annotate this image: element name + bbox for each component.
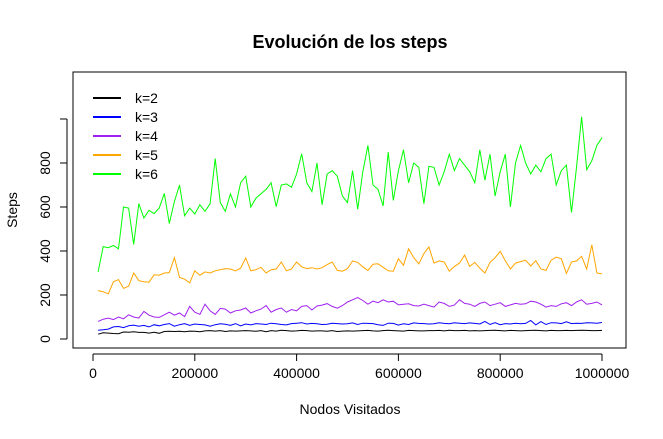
series-line-k3 <box>98 319 603 331</box>
y-axis-ticks: 0 200 400 600 800 <box>37 118 67 343</box>
y-tick-label: 600 <box>37 195 53 219</box>
x-tick-label: 1000000 <box>575 365 630 381</box>
y-tick-label: 400 <box>37 239 53 263</box>
legend-label: k=3 <box>135 109 158 125</box>
x-axis-ticks: 0 200000 400000 600000 800000 1000000 <box>89 354 629 381</box>
x-tick-label: 400000 <box>273 365 320 381</box>
legend-label: k=2 <box>135 90 158 106</box>
chart-title: Evolución de los steps <box>252 32 447 52</box>
series-line-k2 <box>97 329 603 335</box>
legend-label: k=6 <box>135 166 158 182</box>
series-layer <box>97 116 603 335</box>
y-axis-label: Steps <box>4 192 20 228</box>
legend-label: k=4 <box>135 128 158 144</box>
series-line-k4 <box>97 297 603 322</box>
y-tick-label: 200 <box>37 283 53 307</box>
plot-area-frame <box>72 71 627 349</box>
y-tick-label: 0 <box>37 335 53 343</box>
x-tick-label: 200000 <box>171 365 218 381</box>
legend: k=2 k=3 k=4 k=5 k=6 <box>93 90 158 182</box>
x-tick-label: 600000 <box>375 365 422 381</box>
legend-label: k=5 <box>135 147 158 163</box>
y-tick-label: 800 <box>37 151 53 175</box>
x-tick-label: 0 <box>89 365 97 381</box>
series-line-k5 <box>97 244 603 295</box>
series-line-k6 <box>97 116 603 272</box>
x-tick-label: 800000 <box>477 365 524 381</box>
x-axis-label: Nodos Visitados <box>300 401 401 417</box>
